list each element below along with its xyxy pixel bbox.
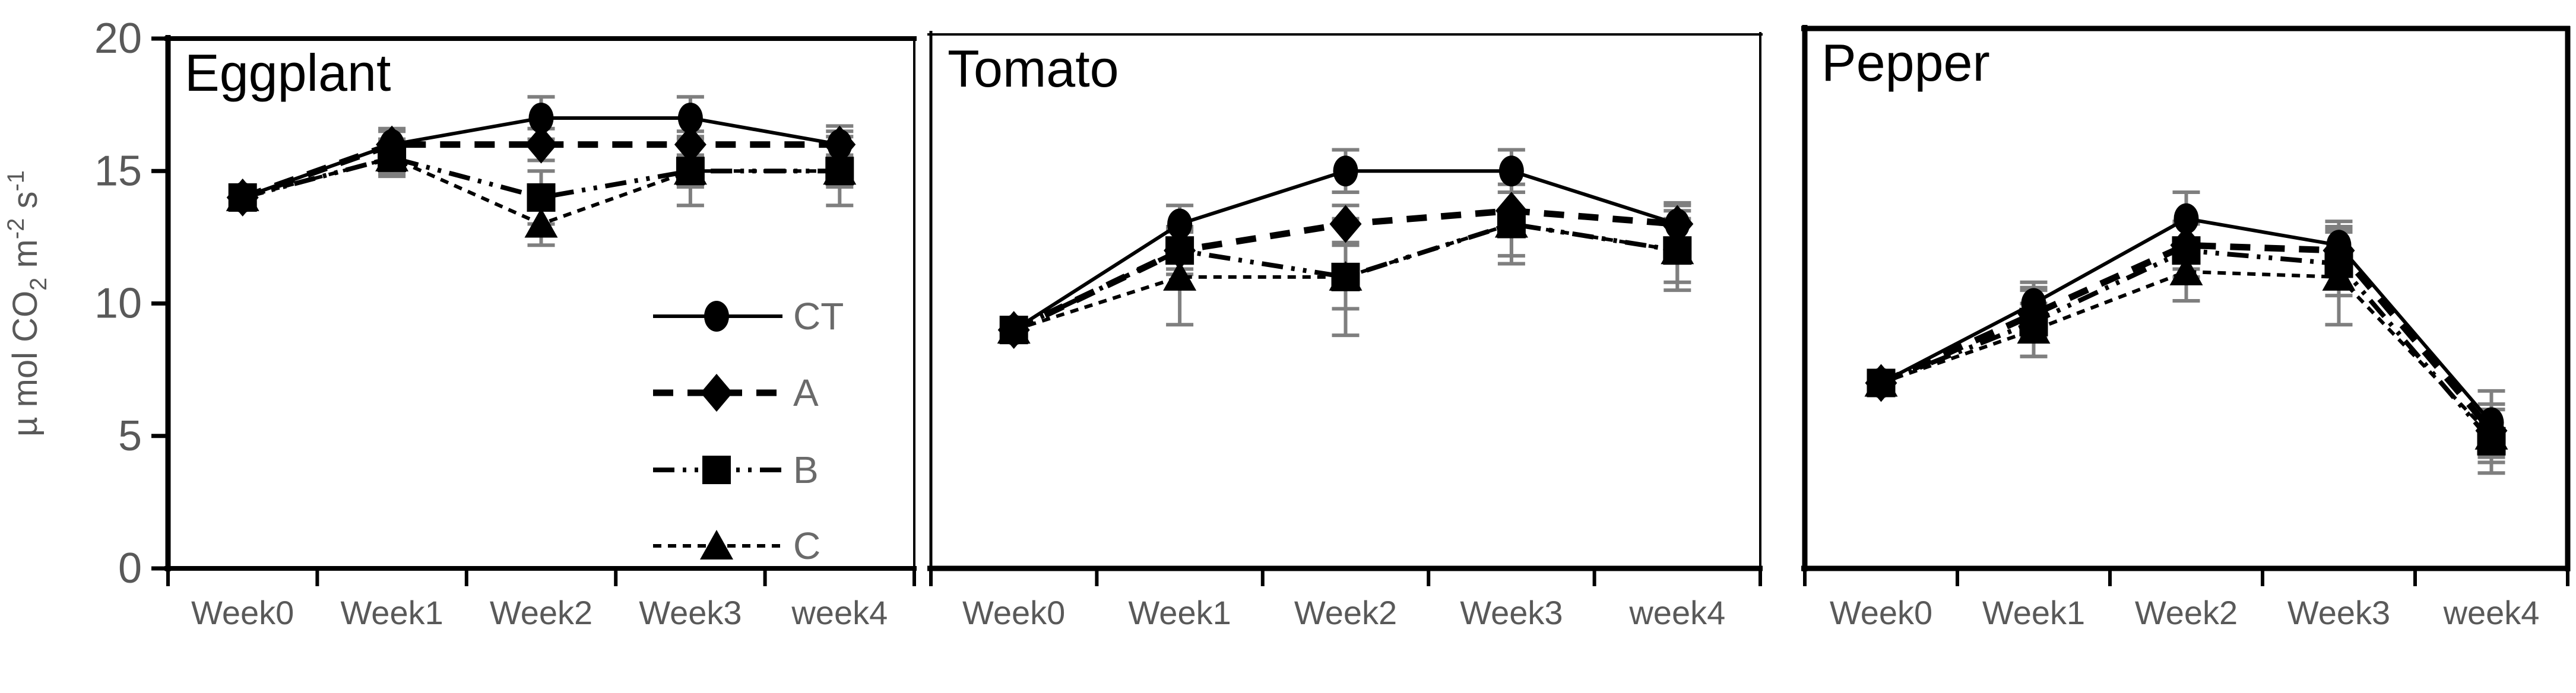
legend-item-A: A (653, 371, 819, 414)
x-tick-label: week4 (1628, 594, 1725, 631)
x-tick-label: Week2 (1294, 594, 1397, 631)
marker-B-Week2 (1331, 262, 1360, 291)
x-tick-label: Week1 (1128, 594, 1231, 631)
legend-label: C (793, 524, 820, 567)
marker-B-Week3 (676, 157, 705, 186)
marker-A-week4 (823, 125, 856, 164)
y-axis-title-part: -1 (3, 170, 29, 192)
marker-C-Week2 (524, 208, 558, 238)
x-tick-label: week4 (791, 594, 888, 631)
marker-CT-Week2 (1333, 155, 1358, 187)
series-line-C (1880, 269, 2493, 437)
y-tick-label: 5 (118, 412, 142, 460)
marker-B-Week2 (2172, 236, 2201, 265)
marker-B-week4 (1663, 236, 1692, 265)
series-line-A (1880, 241, 2494, 433)
y-tick-label: 20 (94, 15, 142, 62)
marker-B-Week3 (2324, 249, 2353, 278)
y-axis-title-part: s (6, 192, 45, 218)
y-axis-title-part: 2 (26, 278, 52, 291)
legend-marker-CT (704, 301, 729, 332)
legend: CT ABC (653, 295, 844, 567)
marker-CT-Week1 (1167, 208, 1193, 240)
x-tick-label: Week0 (962, 594, 1065, 631)
panel-eggplant: Week0 Week1 Week2 Week3 week4 0 5 10 15 20 µ mol C… (3, 15, 917, 631)
legend-item-B: B (653, 449, 819, 491)
x-tick-label: week4 (2443, 594, 2540, 631)
y-axis-title: µ mol CO2 m-2 s-1 (3, 170, 52, 437)
series-markers-B (228, 143, 854, 212)
legend-label: A (793, 371, 819, 414)
legend-marker-A (701, 374, 733, 412)
marker-B-Week2 (527, 183, 556, 212)
marker-B-Week1 (2019, 307, 2048, 336)
panel-title: Eggplant (185, 43, 391, 102)
x-tick-label: Week0 (191, 594, 294, 631)
marker-B-Week0 (999, 316, 1028, 345)
x-tick-label: Week3 (639, 594, 742, 631)
series-markers-B (999, 209, 1692, 345)
legend-marker-B (702, 456, 731, 484)
y-tick-label: 0 (118, 545, 142, 592)
marker-B-Week3 (1497, 209, 1526, 239)
marker-CT-Week3 (677, 102, 703, 133)
x-tick-label: Week2 (2135, 594, 2238, 631)
x-tick-label: Week1 (1982, 594, 2085, 631)
marker-B-week4 (2477, 427, 2506, 456)
marker-A-Week3 (674, 125, 706, 164)
marker-B-Week1 (1165, 236, 1194, 265)
y-tick-label: 10 (94, 280, 142, 328)
series-line-C (1013, 222, 1678, 332)
y-axis-title-part: µ mol CO (6, 291, 45, 437)
panel-pepper: Week0 Week1 Week2 Week3 week4 Pepper (1801, 25, 2571, 631)
panel-tomato: Week0 Week1 Week2 Week3 week4 Tomato (927, 31, 1763, 631)
marker-B-Week0 (228, 183, 257, 212)
y-tick-label: 15 (94, 147, 142, 195)
marker-A-Week2 (1329, 205, 1362, 243)
marker-B-week4 (825, 157, 854, 186)
series-line-A (241, 141, 840, 201)
marker-B-Week0 (1867, 368, 1896, 398)
legend-label: B (793, 449, 819, 491)
y-axis-title-part: -2 (3, 218, 29, 240)
marker-CT-Week2 (2173, 203, 2199, 234)
x-tick-label: Week3 (1460, 594, 1563, 631)
marker-A-Week2 (525, 125, 557, 164)
x-tick-label: Week0 (1830, 594, 1932, 631)
legend-marker-C (700, 530, 733, 560)
marker-B-Week1 (378, 143, 407, 172)
series-markers-B (1867, 236, 2506, 456)
marker-CT-Week2 (528, 102, 554, 133)
x-tick-label: Week2 (490, 594, 592, 631)
x-tick-label: Week1 (340, 594, 443, 631)
marker-C-Week1 (1163, 260, 1197, 291)
panel-title: Pepper (1821, 33, 1990, 92)
marker-A-week4 (1661, 205, 1694, 243)
marker-CT-Week3 (1498, 155, 1524, 187)
legend-label: CT (793, 295, 844, 338)
legend-item-C: C (653, 524, 820, 567)
legend-item-CT: CT (653, 295, 844, 338)
marker-C-Week2 (2169, 255, 2203, 285)
x-tick-label: Week3 (2287, 594, 2390, 631)
y-axis-title-part: m (6, 239, 45, 277)
panel-title: Tomato (948, 39, 1119, 98)
